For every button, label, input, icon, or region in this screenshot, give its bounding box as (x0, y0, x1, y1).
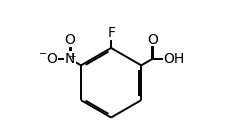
Text: $^{-}$O: $^{-}$O (38, 52, 59, 66)
Text: O: O (64, 33, 75, 47)
Text: N: N (64, 52, 75, 66)
Text: F: F (107, 27, 115, 40)
Text: OH: OH (163, 52, 184, 66)
Text: +: + (68, 52, 75, 61)
Text: O: O (147, 33, 158, 47)
